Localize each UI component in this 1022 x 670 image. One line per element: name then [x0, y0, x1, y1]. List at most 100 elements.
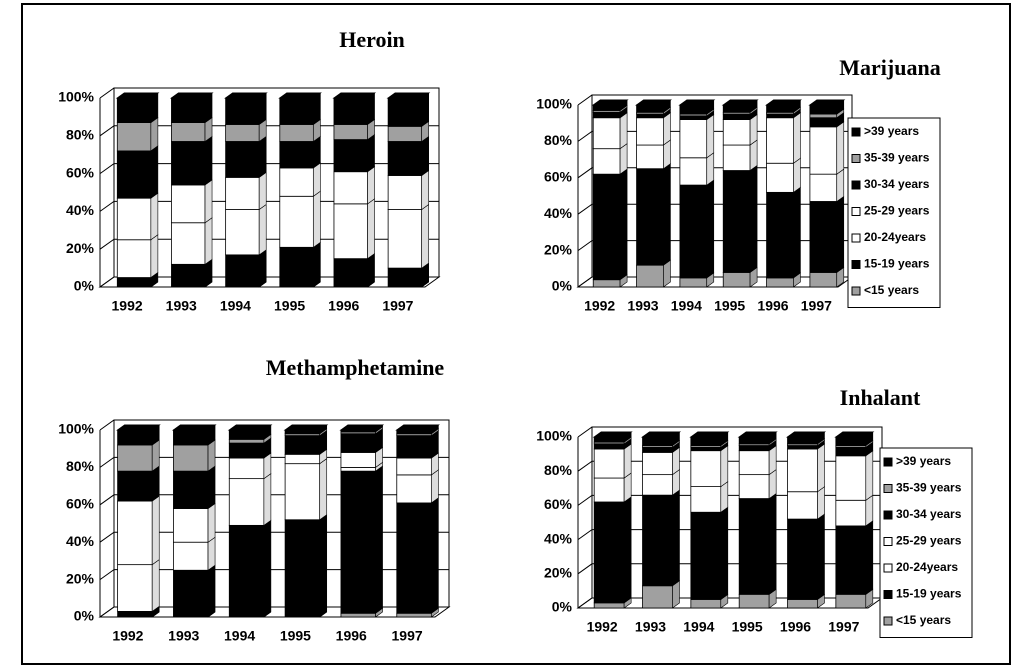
bar-segment [592, 279, 621, 288]
bar-segment [225, 124, 260, 142]
bar-segment [171, 184, 206, 224]
bar-segment [387, 267, 423, 288]
legend-swatch [883, 616, 893, 626]
bar-segment [279, 246, 314, 288]
bar-segment [722, 144, 751, 171]
bar-segment [284, 463, 321, 521]
bar-side [421, 169, 430, 211]
grid-line [99, 419, 449, 431]
bar-segment [284, 453, 321, 465]
grid-line [99, 125, 439, 137]
x-tick-label: 1993 [166, 298, 197, 314]
grid-line [99, 456, 449, 468]
bar-segment [722, 113, 751, 120]
bar-segment [284, 429, 321, 435]
x-tick-label: 1994 [220, 298, 251, 314]
grid-line [577, 94, 852, 106]
bar-segment [333, 139, 368, 173]
bar-segment [279, 97, 314, 125]
legend-swatch [883, 537, 893, 546]
y-tick-label: 20% [66, 570, 95, 586]
bar-segment [722, 119, 751, 146]
bar-side [623, 443, 632, 479]
bar-side [367, 166, 375, 205]
bar-segment [787, 599, 818, 609]
bar-segment [396, 502, 432, 614]
bar-segment [333, 258, 368, 288]
bar-segment [592, 173, 621, 281]
x-tick-label: 1992 [587, 619, 618, 635]
bar-segment [835, 525, 867, 595]
x-tick-label: 1993 [635, 619, 666, 635]
bar-segment [766, 277, 794, 288]
grid-line [99, 531, 449, 543]
bar-side [263, 473, 272, 526]
bar-side [431, 469, 439, 504]
bar-segment [722, 272, 751, 288]
bar-segment [117, 500, 153, 566]
bar-segment [117, 429, 153, 446]
grid-line [99, 606, 449, 618]
bar-segment [738, 445, 770, 452]
y-tick-label: 0% [552, 278, 573, 294]
legend-box [879, 447, 973, 638]
bar-segment [690, 486, 722, 513]
x-tick-label: 1993 [627, 298, 658, 314]
x-tick-label: 1992 [584, 298, 615, 314]
bar-segment [593, 602, 625, 609]
bar-side [207, 502, 216, 543]
bar-segment [228, 457, 265, 480]
bar-segment [835, 446, 867, 457]
bar-segment [387, 141, 423, 176]
bar-side [836, 121, 845, 175]
bar-segment [173, 429, 209, 446]
bar-top [386, 92, 431, 99]
grid-line [577, 276, 852, 288]
legend-swatch [851, 233, 861, 243]
bar-side [367, 198, 375, 260]
bar-segment [787, 518, 818, 600]
bar-segment [787, 436, 818, 445]
bar-segment [396, 429, 432, 435]
bar-segment [679, 157, 708, 186]
bar-segment [679, 184, 708, 279]
bar-segment [592, 148, 621, 175]
bar-top [169, 92, 214, 99]
bar-segment [396, 612, 432, 618]
bar-segment [117, 564, 153, 612]
bar-side [865, 450, 874, 501]
bar-segment [809, 201, 838, 273]
grid-line [577, 167, 852, 179]
bar-segment [809, 272, 838, 288]
bar-segment [333, 124, 368, 140]
bar-segment [117, 470, 153, 502]
y-tick-label: 80% [66, 458, 95, 474]
grid-line [577, 240, 852, 252]
bar-side [319, 458, 328, 521]
x-tick-label: 1994 [224, 628, 255, 644]
bar-side [204, 179, 213, 224]
bar-side [207, 465, 216, 510]
bar-segment [173, 470, 209, 509]
bar-top [115, 92, 160, 99]
y-tick-label: 100% [58, 421, 94, 437]
bar-side [258, 203, 267, 256]
y-tick-label: 20% [544, 565, 573, 581]
y-tick-label: 20% [66, 240, 95, 256]
bar-segment [787, 445, 818, 450]
bar-top [721, 99, 759, 106]
bar-segment [690, 450, 722, 487]
y-tick-label: 80% [544, 132, 573, 148]
bar-side [836, 168, 845, 203]
legend-swatch [851, 207, 861, 216]
x-tick-label: 1995 [274, 298, 305, 314]
grid-line [99, 200, 439, 212]
bar-top [678, 99, 716, 106]
grid-line [99, 87, 439, 99]
bar-segment [387, 97, 423, 127]
bar-segment [173, 444, 209, 472]
bar-side [313, 190, 321, 248]
y-tick-label: 100% [536, 96, 572, 112]
bar-side [313, 162, 321, 197]
bar-segment [738, 593, 770, 609]
